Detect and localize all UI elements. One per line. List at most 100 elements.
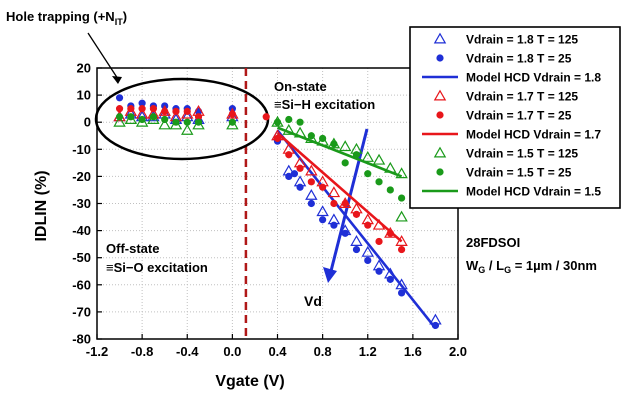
data-point-triangle [361, 245, 374, 257]
data-point-triangle [372, 153, 386, 165]
data-point-triangle [350, 235, 363, 246]
data-point-circle [319, 216, 327, 224]
data-point-circle [330, 221, 338, 229]
off-state-label: Off-state [106, 241, 159, 256]
data-point-circle [228, 118, 236, 126]
data-point-circle [431, 321, 440, 330]
data-point-circle [375, 178, 383, 186]
legend-swatch-circle [436, 168, 444, 176]
legend-box [409, 26, 621, 209]
legend-entry-label: Model HCD Vdrain = 1.7 [466, 128, 601, 142]
data-point-circle [138, 105, 146, 113]
y-tick-label: -30 [72, 196, 91, 211]
data-point-circle [364, 256, 372, 265]
legend-entry-label: Vdrain = 1.7 T = 125 [466, 90, 578, 104]
data-point-circle [375, 267, 383, 275]
data-point-circle [115, 113, 124, 121]
x-tick-label: -0.4 [176, 344, 199, 359]
legend-entry-label: Vdrain = 1.5 T = 25 [466, 166, 572, 180]
vd-arrow-label: Vd [304, 293, 322, 309]
legend-swatch-triangle [433, 32, 447, 44]
data-point-triangle [293, 126, 307, 138]
y-tick-label: 0 [84, 115, 91, 130]
legend-swatch-circle [436, 54, 444, 62]
data-point-circle [307, 199, 315, 208]
y-tick-label: -70 [72, 304, 91, 319]
data-point-circle [352, 210, 361, 218]
data-point-circle [364, 221, 372, 229]
data-point-circle [397, 245, 406, 254]
y-tick-label: -10 [72, 142, 91, 157]
legend-entry-label: Vdrain = 1.8 T = 125 [466, 33, 578, 47]
data-point-circle [273, 134, 282, 143]
y-tick-label: 20 [77, 61, 91, 76]
data-point-circle [172, 107, 180, 115]
data-point-circle [296, 164, 304, 172]
data-point-circle [296, 183, 304, 191]
legend-entry-label: Vdrain = 1.8 T = 25 [466, 52, 572, 66]
data-point-circle [161, 107, 169, 115]
data-point-circle [330, 140, 338, 148]
data-point-circle [172, 118, 180, 126]
legend-entry-label: Model HCD Vdrain = 1.5 [466, 185, 601, 199]
hole-trapping-pointer-line [87, 32, 119, 80]
data-point-triangle [384, 161, 397, 173]
data-point-circle [330, 199, 338, 208]
hole-trapping-arrowhead [112, 76, 122, 84]
data-point-circle [183, 107, 191, 115]
data-point-triangle [113, 115, 126, 127]
data-point-circle [273, 118, 282, 126]
data-point-circle [115, 94, 124, 102]
on-state-excitation-label: ≡Si−H excitation [274, 97, 375, 112]
data-point-circle [341, 199, 349, 208]
data-point-circle [307, 178, 315, 186]
data-point-circle [127, 113, 135, 121]
data-point-circle [138, 115, 146, 124]
data-point-triangle [305, 164, 318, 176]
data-point-circle [285, 115, 293, 124]
data-point-circle [296, 118, 304, 126]
x-tick-label: 1.2 [359, 344, 377, 359]
data-point-triangle [361, 151, 374, 162]
data-point-circle [127, 105, 135, 113]
x-tick-label: 0.0 [223, 344, 241, 359]
x-tick-label: 1.6 [404, 344, 422, 359]
data-point-circle [307, 132, 315, 140]
data-point-circle [386, 275, 394, 283]
data-point-circle [290, 170, 299, 178]
legend-swatch-triangle [433, 89, 447, 101]
data-point-circle [149, 105, 158, 113]
x-tick-label: 2.0 [449, 344, 467, 359]
data-point-triangle [338, 140, 352, 152]
legend-entry-label: Model HCD Vdrain = 1.8 [466, 71, 601, 85]
data-point-circle [341, 229, 349, 237]
device-label: 28FDSOI [466, 235, 520, 250]
data-point-triangle [181, 123, 194, 135]
y-tick-label: -80 [72, 332, 91, 347]
off-state-excitation-label: ≡Si−O excitation [106, 260, 208, 275]
data-point-triangle [372, 218, 386, 230]
data-point-circle [375, 237, 383, 246]
data-point-circle [352, 245, 361, 254]
legend-entry-label: Vdrain = 1.7 T = 25 [466, 109, 572, 123]
data-point-circle [285, 151, 293, 159]
data-point-circle [386, 186, 394, 194]
y-tick-label: -60 [72, 277, 91, 292]
legend-swatch-triangle [433, 146, 447, 158]
data-point-circle [161, 115, 169, 124]
data-point-circle [364, 170, 372, 178]
data-point-circle [262, 113, 270, 121]
data-point-triangle [327, 186, 341, 198]
data-point-triangle [395, 167, 408, 179]
y-tick-label: -20 [72, 169, 91, 184]
x-tick-label: 0.4 [268, 344, 287, 359]
data-point-circle [149, 113, 158, 121]
data-point-triangle [282, 123, 296, 135]
data-point-triangle [158, 118, 171, 130]
y-tick-label: -40 [72, 223, 91, 238]
data-point-circle [194, 118, 203, 126]
on-state-label: On-state [274, 79, 327, 94]
data-point-circle [319, 134, 327, 143]
model-line [277, 126, 403, 178]
